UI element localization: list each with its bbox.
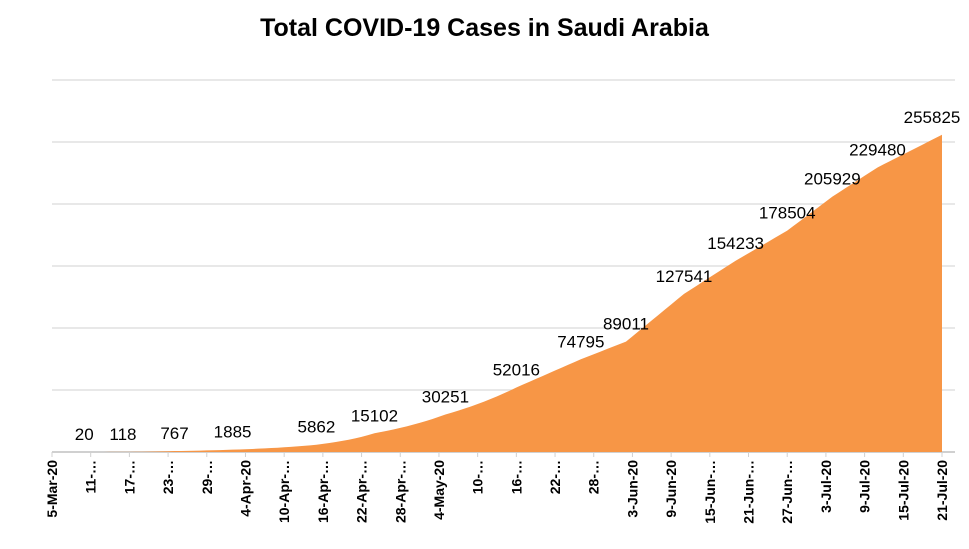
x-tick-label: 28-Apr-… <box>392 460 408 523</box>
chart-title: Total COVID-19 Cases in Saudi Arabia <box>260 14 709 42</box>
x-tick-label: 21-Jun-… <box>741 460 757 524</box>
data-label: 178504 <box>759 204 816 223</box>
x-tick-label: 15-Jun-… <box>702 460 718 524</box>
x-tick-label: 28-… <box>586 460 602 494</box>
data-label: 20 <box>75 425 94 444</box>
data-label: 1885 <box>214 423 252 442</box>
x-tick-label: 4-Apr-20 <box>237 460 253 517</box>
data-label: 154233 <box>707 234 764 253</box>
area-series <box>52 134 942 453</box>
x-tick-label: 5-Mar-20 <box>44 460 60 518</box>
data-label: 15102 <box>351 406 398 425</box>
x-tick-label: 16-Apr-… <box>315 460 331 523</box>
x-tick-label: 10-… <box>470 460 486 494</box>
data-label: 74795 <box>557 332 604 351</box>
x-tick-label: 3-Jun-20 <box>624 460 640 518</box>
data-label: 229480 <box>849 140 906 159</box>
x-tick-label: 29-… <box>199 460 215 494</box>
data-label: 30251 <box>422 387 469 406</box>
data-label: 255825 <box>904 108 961 127</box>
data-label: 767 <box>160 424 188 443</box>
x-tick-label: 16-… <box>508 460 524 494</box>
x-tick-label: 3-Jul-20 <box>818 460 834 513</box>
x-tick-label: 9-Jul-20 <box>857 460 873 513</box>
x-tick-label: 15-Jul-20 <box>895 460 911 521</box>
x-tick-label: 4-May-20 <box>431 460 447 520</box>
x-tick-label: 11-… <box>83 460 99 493</box>
x-tick-label: 22-Apr-… <box>354 460 370 523</box>
x-tick-label: 9-Jun-20 <box>663 460 679 518</box>
data-label: 118 <box>109 425 136 444</box>
data-label: 205929 <box>804 170 861 189</box>
x-tick-label: 21-Jul-20 <box>934 460 950 521</box>
x-tick-label: 22-… <box>547 460 563 494</box>
x-tick-label: 23-… <box>160 460 176 494</box>
data-label: 5862 <box>298 418 336 437</box>
data-label: 127541 <box>656 267 713 286</box>
data-label: 52016 <box>493 361 540 380</box>
x-tick-label: 17-… <box>121 460 137 494</box>
x-tick-label: 27-Jun-… <box>779 460 795 524</box>
x-tick-label: 10-Apr-… <box>276 460 292 523</box>
data-label: 89011 <box>603 315 649 334</box>
